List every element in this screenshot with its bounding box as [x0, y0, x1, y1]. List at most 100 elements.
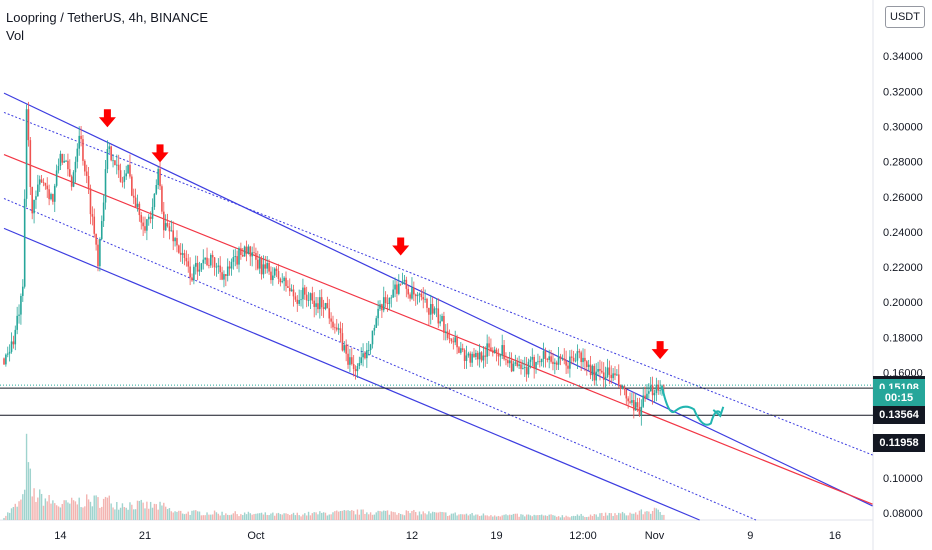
candle-body: [461, 348, 464, 351]
candle-body: [238, 248, 240, 265]
candle-body: [27, 109, 30, 141]
candle-body: [409, 294, 411, 299]
volume-bar: [618, 512, 620, 520]
volume-bar: [249, 513, 251, 520]
candle-body: [428, 307, 430, 315]
volume-bar: [546, 515, 549, 520]
candle-body: [132, 195, 135, 198]
volume-bar: [497, 515, 500, 520]
volume-bar: [52, 500, 54, 520]
candle-body: [50, 194, 52, 200]
volume-bar: [371, 514, 374, 520]
volume-bar: [67, 502, 69, 520]
red-arrow-icon: [151, 144, 169, 163]
candle-body: [463, 350, 466, 361]
candle-body: [492, 350, 494, 353]
volume-bar: [55, 505, 58, 520]
candle-body: [288, 287, 291, 292]
currency-button[interactable]: USDT: [885, 6, 925, 28]
volume-bar: [159, 501, 161, 520]
volume-bar: [634, 512, 637, 520]
volume-bar: [587, 516, 590, 520]
candle-body: [631, 400, 633, 403]
x-tick-label: 21: [139, 530, 151, 542]
volume-bar: [488, 516, 490, 520]
candle-body: [315, 303, 317, 307]
volume-bar: [467, 515, 470, 520]
volume-bar: [294, 515, 297, 520]
volume-bar: [356, 509, 359, 520]
volume-bar: [195, 510, 197, 520]
candle-body: [110, 146, 112, 161]
volume-bar: [136, 500, 139, 520]
volume-bar: [78, 497, 80, 520]
candle-body: [617, 374, 620, 386]
candle-body: [601, 370, 603, 373]
volume-bar: [86, 494, 88, 520]
volume-bar: [187, 511, 189, 520]
volume-bar: [384, 510, 387, 520]
candle-body: [228, 266, 231, 269]
volume-bar: [69, 503, 71, 520]
volume-bar: [279, 514, 282, 520]
volume-bar: [18, 501, 20, 520]
volume-bar: [458, 514, 460, 520]
candle-body: [80, 135, 82, 140]
candle-body: [659, 390, 661, 392]
volume-bar: [180, 510, 182, 520]
volume-bar: [337, 511, 340, 520]
candle-body: [597, 368, 599, 372]
candle-body: [22, 286, 24, 296]
candle-body: [187, 261, 190, 267]
candle-body: [642, 395, 644, 407]
volume-bar: [238, 516, 240, 520]
volume-bar: [274, 515, 276, 520]
volume-bar: [426, 514, 428, 520]
volume-bar: [452, 513, 455, 520]
volume-bar: [446, 515, 449, 520]
volume-bar: [225, 513, 227, 520]
candle-body: [413, 287, 415, 295]
candle-body: [206, 257, 208, 266]
candle-body: [595, 371, 597, 381]
candle-body: [655, 384, 658, 394]
candle-body: [268, 262, 270, 272]
candle-body: [292, 289, 295, 297]
projection-path: [661, 386, 722, 426]
candle-body: [569, 356, 571, 369]
volume-bar: [125, 507, 127, 520]
volume-bar: [289, 515, 291, 520]
candle-body: [574, 360, 577, 362]
volume-bar: [84, 506, 86, 520]
volume-bar: [629, 512, 631, 520]
volume-bar: [351, 510, 353, 520]
candle-body: [520, 364, 522, 369]
candle-body: [379, 304, 381, 309]
volume-bar: [360, 509, 362, 520]
volume-bar: [347, 510, 349, 520]
volume-bar: [12, 506, 15, 520]
y-tick-label: 0.26000: [883, 192, 923, 204]
volume-bar: [578, 515, 580, 520]
volume-bar: [415, 511, 417, 520]
candle-body: [638, 407, 641, 416]
volume-bar: [501, 515, 503, 520]
candle-body: [290, 289, 293, 292]
candle-body: [435, 308, 438, 310]
volume-bar: [5, 515, 7, 520]
candle-body: [460, 348, 462, 353]
candle-body: [471, 353, 473, 363]
candle-body: [260, 258, 263, 275]
volume-bar: [93, 495, 95, 520]
volume-bar: [633, 513, 635, 520]
candle-body: [136, 203, 139, 207]
volume-bar: [520, 514, 522, 520]
candle-body: [215, 266, 218, 268]
candle-body: [153, 193, 156, 207]
volume-bar: [537, 515, 539, 520]
volume-bar: [232, 513, 235, 520]
candle-body: [14, 329, 17, 345]
candle-body: [501, 345, 503, 356]
volume-bar: [512, 513, 515, 520]
